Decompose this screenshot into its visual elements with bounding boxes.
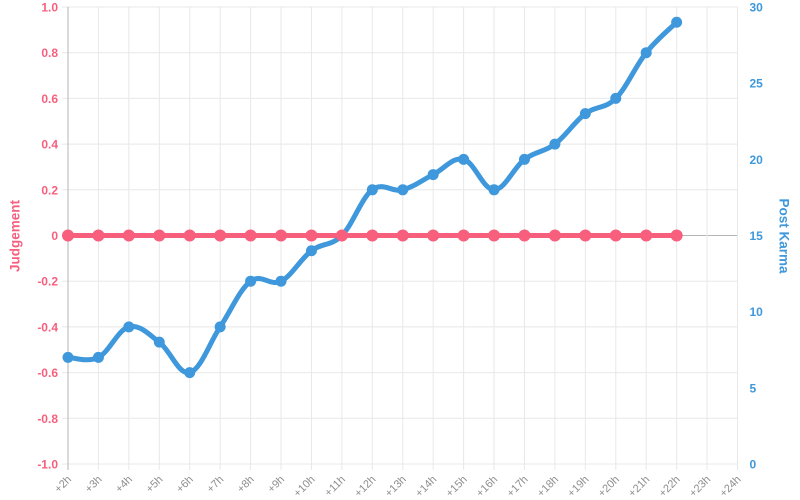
- judgement-point[interactable]: [457, 229, 470, 242]
- post-karma-point[interactable]: [671, 16, 683, 28]
- left-axis-tick: -0.6: [37, 366, 58, 380]
- post-karma-point[interactable]: [92, 351, 104, 363]
- x-axis-tick: +15h: [444, 474, 470, 500]
- x-axis-tick: +3h: [83, 474, 105, 496]
- judgement-point[interactable]: [548, 229, 561, 242]
- judgement-series: [62, 229, 683, 242]
- left-axis-tick: -0.4: [37, 320, 58, 334]
- post-karma-point[interactable]: [518, 153, 530, 165]
- post-karma-point[interactable]: [579, 108, 591, 120]
- judgement-point[interactable]: [609, 229, 622, 242]
- judgement-point[interactable]: [244, 229, 257, 242]
- post-karma-point[interactable]: [397, 184, 409, 196]
- post-karma-point[interactable]: [245, 275, 257, 287]
- left-axis-tick: -0.2: [37, 275, 58, 289]
- judgement-point[interactable]: [488, 229, 501, 242]
- x-axis-tick: +22h: [657, 474, 683, 500]
- judgement-point[interactable]: [183, 229, 196, 242]
- x-axis-tick: +17h: [505, 474, 531, 500]
- post-karma-point[interactable]: [427, 169, 439, 181]
- x-axis-tick: +23h: [687, 474, 713, 500]
- x-axis-tick: +24h: [718, 474, 744, 500]
- post-karma-point[interactable]: [305, 245, 317, 257]
- right-axis-tick: 20: [750, 153, 764, 167]
- judgement-point[interactable]: [335, 229, 348, 242]
- x-axis-tick: +5h: [144, 474, 166, 496]
- judgement-point[interactable]: [275, 229, 288, 242]
- left-axis-tick: -1.0: [37, 458, 58, 472]
- post-karma-point[interactable]: [275, 275, 287, 287]
- post-karma-point[interactable]: [153, 336, 165, 348]
- right-axis-tick: 10: [750, 305, 764, 319]
- x-axis-tick: +20h: [596, 474, 622, 500]
- post-karma-point[interactable]: [366, 184, 378, 196]
- left-axis-tick-labels: 1.0 0.8 0.6 0.4 0.2 0 -0.2 -0.4 -0.6 -0.8 -1.0: [37, 1, 58, 472]
- judgement-point[interactable]: [214, 229, 227, 242]
- x-axis-tick: +16h: [474, 474, 500, 500]
- left-axis-tick: 0: [51, 229, 58, 243]
- judgement-point[interactable]: [427, 229, 440, 242]
- post-karma-point[interactable]: [214, 321, 226, 333]
- left-axis-tick: 0.4: [41, 138, 58, 152]
- x-axis-tick: +21h: [626, 474, 652, 500]
- post-karma-point[interactable]: [458, 153, 470, 165]
- x-axis-tick: +2h: [52, 474, 74, 496]
- post-karma-point[interactable]: [549, 138, 561, 150]
- judgement-point[interactable]: [579, 229, 592, 242]
- x-axis-tick: +14h: [413, 474, 439, 500]
- judgement-point[interactable]: [62, 229, 74, 242]
- right-axis-tick: 5: [750, 381, 757, 395]
- left-axis-tick: 1.0: [41, 1, 58, 15]
- x-axis-tick: +12h: [352, 474, 378, 500]
- judgement-point[interactable]: [396, 229, 409, 242]
- x-axis-tick: +9h: [265, 474, 287, 496]
- right-axis-title: Post Karma: [776, 198, 792, 274]
- x-axis-tick-labels: +2h +3h +4h +5h +6h +7h +8h +9h +10h +11h +12h +13h…: [52, 474, 743, 500]
- judgement-point[interactable]: [305, 229, 318, 242]
- x-axis-tick: +10h: [292, 474, 318, 500]
- right-axis-tick: 30: [750, 1, 764, 15]
- post-karma-point[interactable]: [62, 351, 74, 363]
- post-karma-point[interactable]: [640, 47, 652, 59]
- right-axis-tick: 15: [750, 229, 764, 243]
- post-karma-point[interactable]: [123, 321, 135, 333]
- right-axis-tick: 25: [750, 77, 764, 91]
- left-axis-title: Judgement: [7, 199, 23, 273]
- judgement-point[interactable]: [122, 229, 135, 242]
- x-axis-tick: +4h: [113, 474, 135, 496]
- left-axis-tick: 0.6: [41, 92, 58, 106]
- judgement-point[interactable]: [670, 229, 683, 242]
- judgement-point[interactable]: [153, 229, 166, 242]
- left-axis-tick: 0.8: [41, 46, 58, 60]
- judgement-point[interactable]: [92, 229, 105, 242]
- judgement-point[interactable]: [518, 229, 531, 242]
- right-axis-tick: 0: [750, 458, 757, 472]
- x-axis-tick: +7h: [205, 474, 227, 496]
- post-karma-point[interactable]: [610, 92, 622, 104]
- x-axis-tick: +19h: [565, 474, 591, 500]
- judgement-point[interactable]: [640, 229, 653, 242]
- x-axis-tick: +11h: [323, 474, 348, 499]
- x-axis-tick: +6h: [174, 474, 196, 496]
- x-axis-tick: +8h: [235, 474, 257, 496]
- x-axis-tick: +13h: [383, 474, 409, 500]
- judgement-point[interactable]: [366, 229, 379, 242]
- post-karma-point[interactable]: [488, 184, 500, 196]
- x-axis-tick: +18h: [535, 474, 561, 500]
- right-axis-tick-labels: 30 25 20 15 10 5 0: [750, 1, 764, 472]
- left-axis-tick: -0.8: [37, 412, 58, 426]
- post-karma-point[interactable]: [184, 367, 196, 379]
- left-axis-tick: 0.2: [41, 183, 58, 197]
